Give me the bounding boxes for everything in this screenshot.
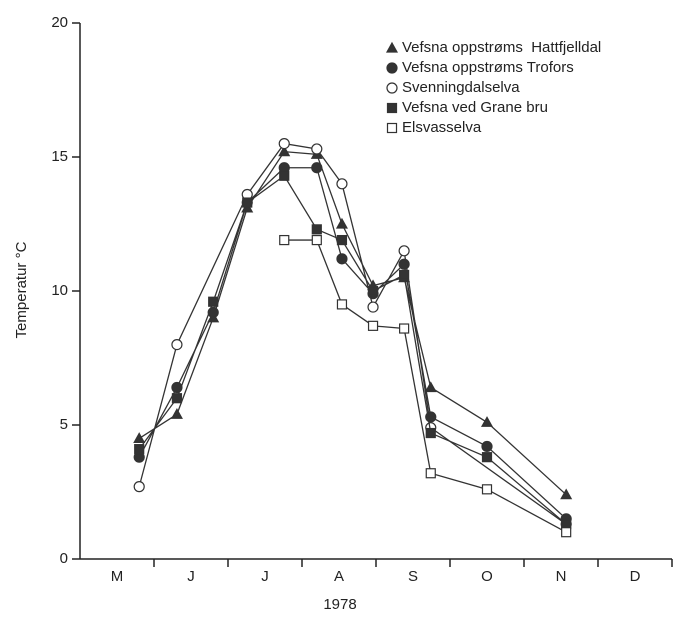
marker: [386, 82, 398, 94]
marker: [398, 258, 410, 270]
marker: [208, 296, 219, 307]
x-tick-label: S: [408, 568, 418, 585]
y-axis-label: Temperatur °C: [13, 241, 30, 338]
marker: [386, 102, 398, 114]
x-axis-label: 1978: [323, 596, 356, 613]
marker: [367, 285, 379, 297]
y-tick-label: 10: [51, 282, 68, 299]
marker: [278, 145, 291, 157]
marker: [311, 143, 323, 155]
y-tick-label: 0: [60, 550, 68, 567]
series-line: [138, 150, 567, 496]
y-tick-label: 5: [60, 416, 68, 433]
marker: [386, 62, 398, 74]
marker: [278, 138, 290, 150]
marker: [171, 339, 183, 351]
marker: [335, 217, 348, 229]
marker: [171, 393, 183, 404]
marker: [561, 527, 572, 538]
marker: [367, 301, 379, 313]
x-tick-label: N: [556, 568, 567, 585]
marker: [560, 488, 573, 500]
marker: [399, 269, 410, 281]
marker: [425, 427, 436, 439]
marker: [134, 444, 145, 455]
marker: [170, 408, 183, 419]
marker: [311, 224, 322, 235]
x-tick-label: J: [187, 568, 195, 585]
marker: [386, 122, 398, 134]
marker: [367, 320, 379, 331]
marker: [311, 234, 322, 246]
marker: [480, 416, 494, 427]
y-tick-label: 20: [51, 14, 68, 31]
series-line: [138, 142, 567, 525]
series-line: [284, 239, 567, 533]
marker: [336, 178, 348, 190]
marker: [398, 245, 410, 257]
x-tick-label: M: [111, 568, 124, 585]
series-line: [138, 174, 567, 525]
marker: [385, 41, 399, 53]
x-tick-label: J: [261, 568, 269, 585]
legend-label: Vefsna ved Grane bru: [402, 99, 548, 116]
legend-label: Elsvasselva: [402, 119, 482, 136]
marker: [481, 440, 493, 453]
marker: [481, 484, 493, 495]
marker: [311, 162, 323, 174]
x-tick-label: D: [630, 568, 641, 585]
marker: [399, 323, 410, 334]
marker: [133, 432, 146, 443]
marker: [424, 381, 437, 393]
legend-label: Vefsna oppstrøms Trofors: [402, 59, 574, 76]
marker: [481, 452, 493, 463]
legend-label: Vefsna oppstrøms Hattfjelldal: [402, 39, 601, 56]
x-tick-label: O: [481, 568, 493, 585]
marker: [279, 234, 290, 246]
y-tick-label: 15: [51, 148, 68, 165]
marker: [279, 170, 290, 181]
legend-label: Svenningdalselva: [402, 79, 520, 96]
marker: [242, 197, 253, 208]
x-tick-label: A: [334, 568, 344, 585]
series-line: [138, 167, 567, 520]
marker: [133, 481, 145, 493]
marker: [425, 468, 436, 479]
marker: [336, 253, 348, 265]
marker: [336, 299, 348, 310]
marker: [336, 234, 348, 246]
